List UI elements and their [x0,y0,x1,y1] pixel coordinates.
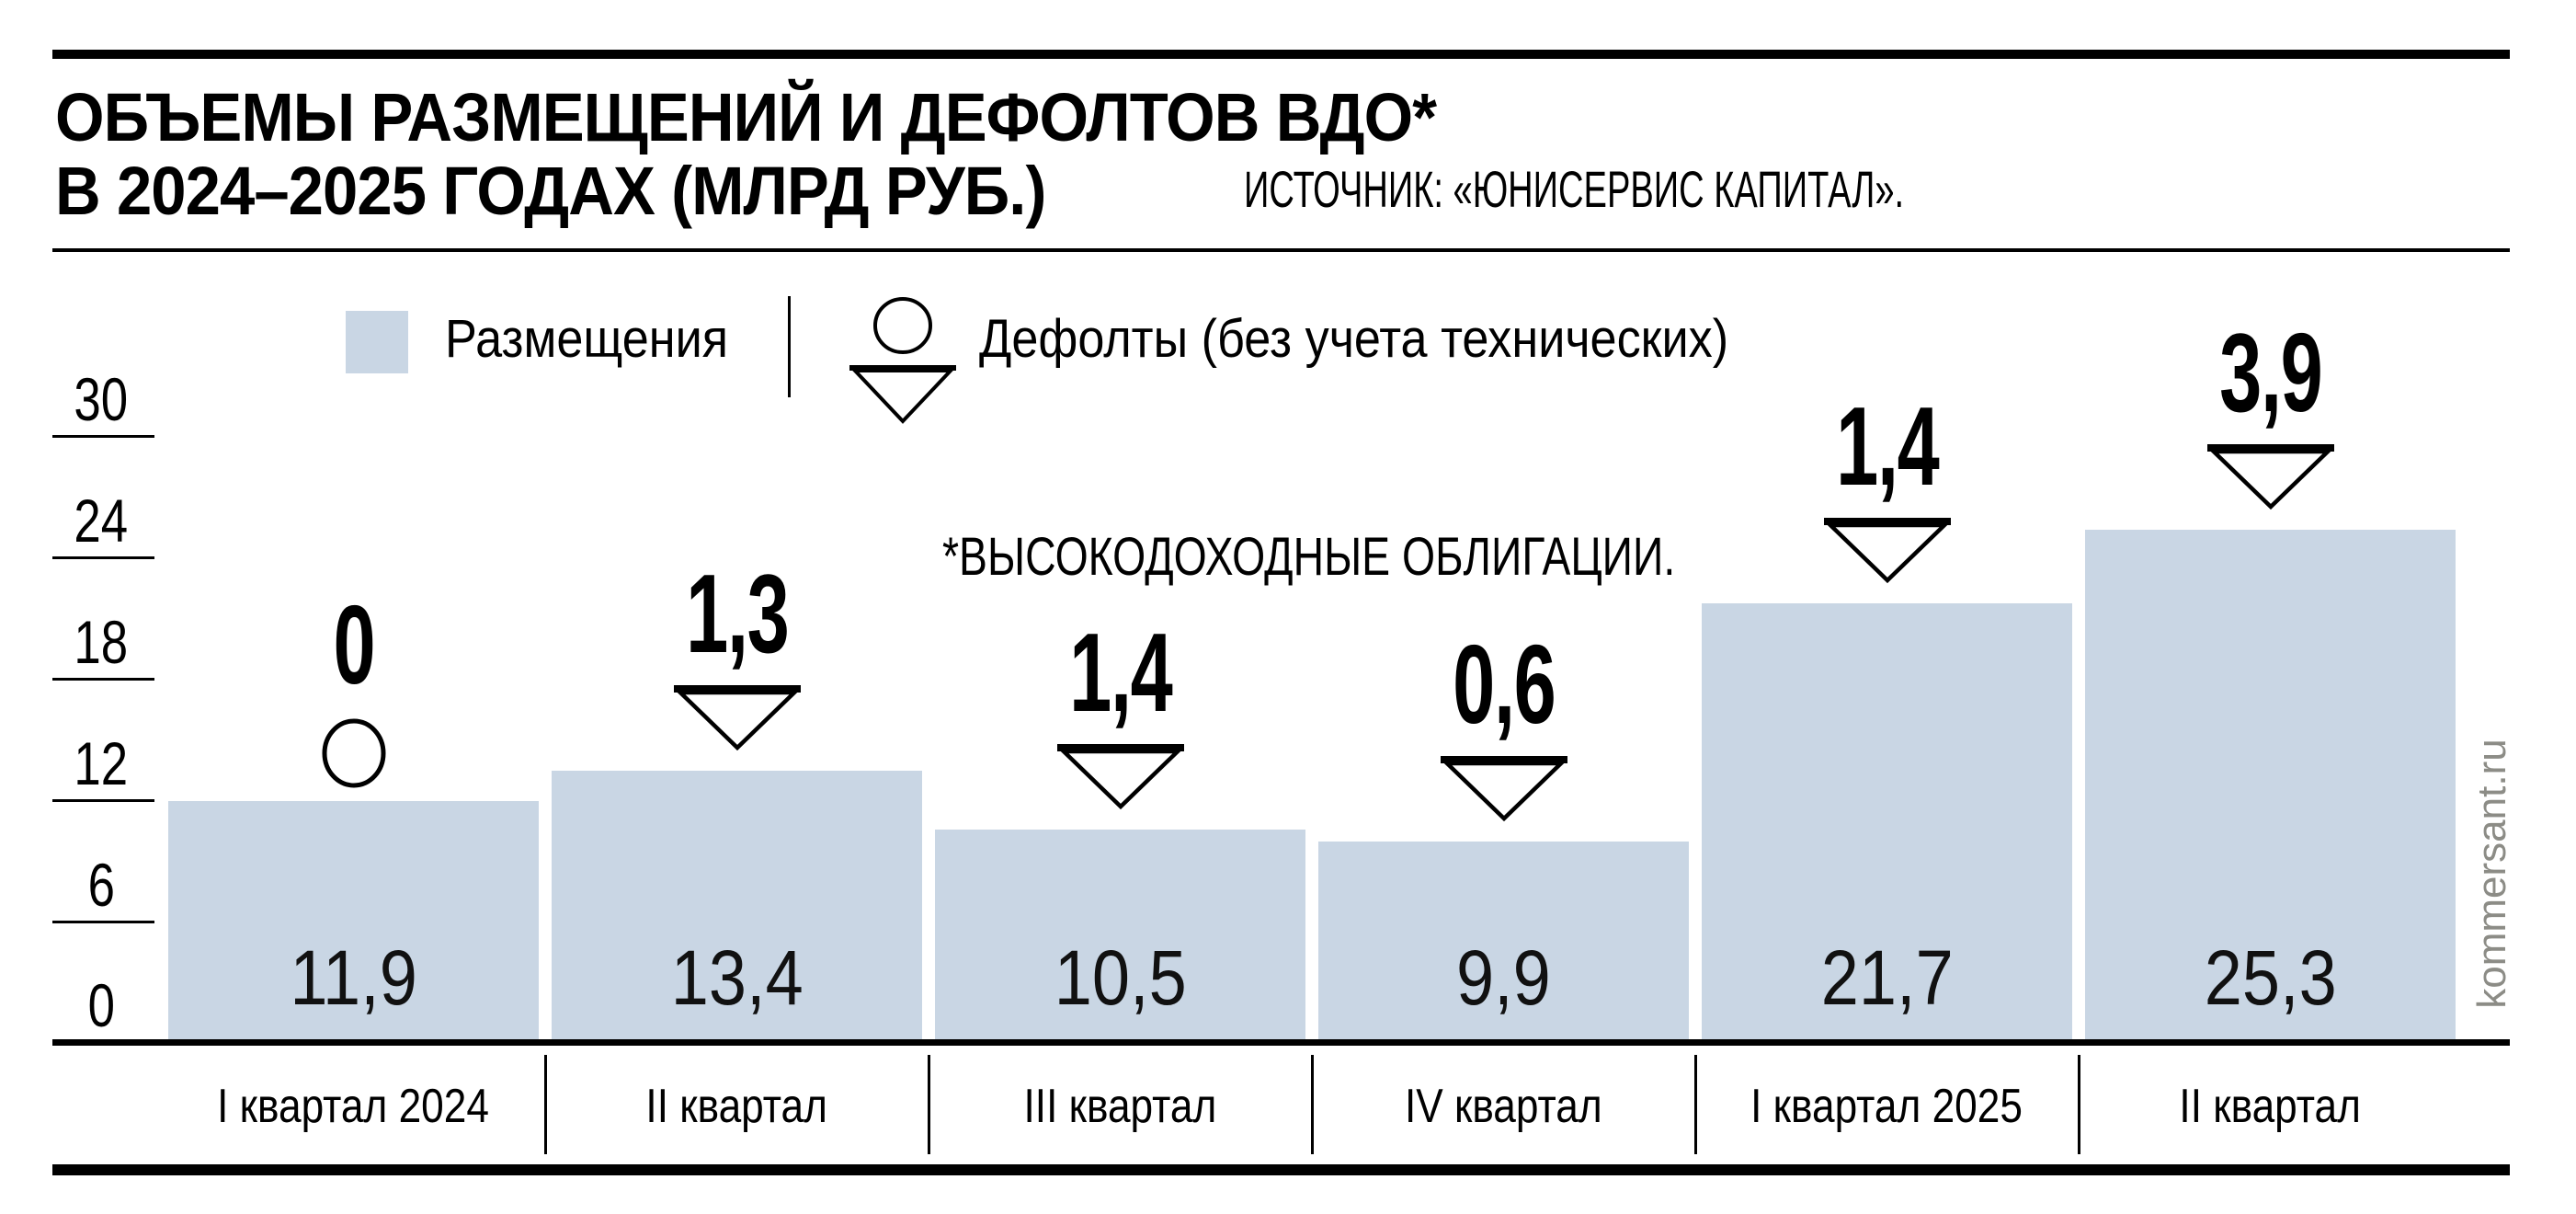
bar-IV квартал [1318,842,1689,1042]
x-category-separator [2078,1055,2080,1154]
default-value-label: 1,3 [685,551,790,677]
y-tick-line [52,921,154,923]
y-tick-line [52,678,154,681]
legend-defaults-label: Дефолты (без учета технических) [979,309,1729,369]
bar-value-label: 25,3 [2204,934,2337,1021]
bar-value-label: 11,9 [290,934,417,1021]
y-tick-label: 30 [74,365,129,433]
default-triangle-down-icon [1056,744,1184,810]
x-axis-label: II квартал [2179,1080,2362,1133]
page-title-line2: В 2024–2025 ГОДАХ (МЛРД РУБ.) [55,153,1046,229]
x-axis-label: IV квартал [1405,1080,1602,1133]
source-note: ИСТОЧНИК: «ЮНИСЕРВИС КАПИТАЛ». [1244,160,1905,218]
legend-circle-icon [873,297,932,354]
bar-III квартал [935,830,1305,1042]
bar-value-label: 9,9 [1456,934,1551,1021]
x-category-separator [1311,1055,1314,1154]
chart-footnote: *ВЫСОКОДОХОДНЫЕ ОБЛИГАЦИИ. [942,527,1676,587]
y-tick-line [52,799,154,802]
page-title-line1: ОБЪЕМЫ РАЗМЕЩЕНИЙ И ДЕФОЛТОВ ВДО* [55,79,1437,155]
watermark: kommersant.ru [2469,739,2514,1009]
x-axis-baseline [52,1039,2510,1046]
x-axis-label: I квартал 2025 [1750,1080,2023,1133]
legend-placements-swatch [346,311,408,373]
y-tick-label: 18 [74,608,129,676]
bar-I квартал 2025 [1702,602,2072,1042]
bar-I квартал 2024 [168,801,539,1042]
legend-divider [788,296,791,397]
y-tick-label: 24 [74,487,129,555]
bar-II квартал [552,771,922,1042]
y-tick-label: 0 [87,971,115,1039]
bar-value-label: 10,5 [1054,934,1187,1021]
default-value-label: 1,4 [1068,610,1173,735]
default-value-label: 0 [333,582,375,708]
page-title: ОБЪЕМЫ РАЗМЕЩЕНИЙ И ДЕФОЛТОВ ВДО* В 2024… [55,81,1540,228]
x-axis-label: III квартал [1023,1080,1217,1133]
default-triangle-down-icon [1823,517,1951,583]
y-tick-label: 12 [74,729,129,797]
x-axis-label: II квартал [645,1080,828,1133]
legend-placements-label: Размещения [445,309,729,369]
bottom-rule [52,1164,2510,1175]
default-value-label: 0,6 [1452,622,1556,748]
top-rule [52,50,2510,59]
default-value-label: 1,4 [1835,383,1940,509]
y-tick-line [52,435,154,438]
x-category-separator [928,1055,930,1154]
x-axis-label: I квартал 2024 [217,1080,490,1133]
default-value-label: 3,9 [2218,310,2323,436]
bar-value-label: 13,4 [670,934,804,1021]
x-category-separator [1694,1055,1697,1154]
title-divider-rule [52,248,2510,252]
y-tick-line [52,556,154,559]
x-category-separator [544,1055,547,1154]
bar-value-label: 21,7 [1820,934,1954,1021]
default-zero-circle-icon [322,718,385,788]
default-triangle-down-icon [2206,444,2334,510]
default-triangle-down-icon [1440,756,1567,822]
y-tick-label: 6 [87,851,115,919]
default-triangle-down-icon [673,685,801,751]
bar-II квартал [2085,530,2456,1042]
legend-triangle-down-icon [849,365,956,424]
